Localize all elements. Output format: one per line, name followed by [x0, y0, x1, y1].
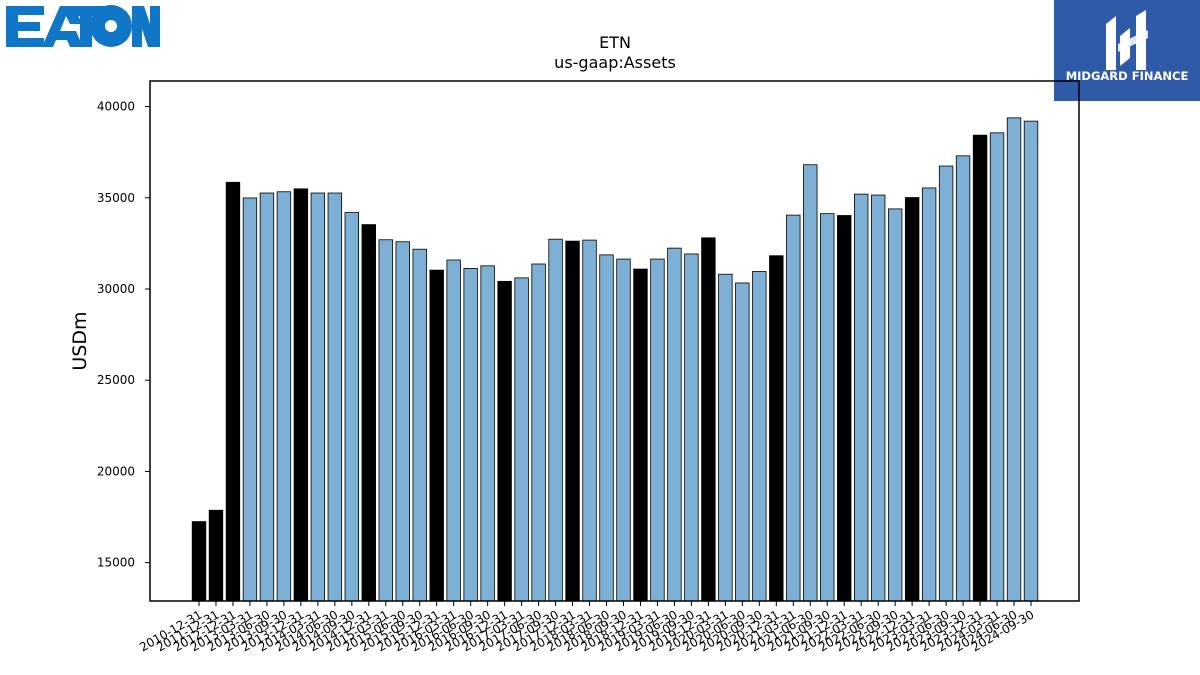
bar-2021-03-31	[786, 214, 801, 602]
bar-2019-06-30	[667, 247, 682, 602]
bar-2014-09-30	[344, 212, 359, 602]
bar-2019-03-31	[650, 258, 665, 602]
bar-2014-12-31	[361, 224, 376, 602]
bar-2023-03-31	[921, 187, 937, 602]
chart-subtitle: us-gaap:Assets	[554, 53, 676, 72]
bar-2020-12-31	[769, 255, 784, 602]
bar-2021-06-30	[803, 164, 818, 602]
bar-2019-09-30	[684, 253, 699, 602]
bar-2013-06-30	[259, 192, 275, 602]
bar-2020-09-30	[752, 271, 767, 602]
bar-2016-09-30	[480, 265, 495, 602]
bar-2014-06-30	[327, 192, 343, 602]
bar-2018-09-30	[616, 258, 631, 602]
plot-frame	[149, 80, 1080, 602]
bar-2021-09-30	[820, 213, 835, 602]
bar-2013-12-31	[293, 188, 309, 602]
bar-2016-06-30	[463, 267, 478, 602]
bar-2018-06-30	[599, 254, 614, 602]
eaton-logo	[4, 4, 160, 52]
chart-title: ETN	[599, 33, 631, 52]
bar-2022-12-31	[904, 197, 920, 602]
midgard-logo-text: MIDGARD FINANCE	[1066, 69, 1189, 83]
bar-2022-09-30	[887, 208, 903, 602]
bar-2010-12-31	[191, 521, 207, 602]
bar-2023-09-30	[955, 155, 971, 602]
y-tick-label: 35000	[97, 191, 135, 205]
bar-2023-06-30	[938, 165, 954, 602]
y-tick-label: 30000	[97, 282, 135, 296]
bars-group	[191, 117, 1039, 602]
bar-2024-09-30	[1023, 120, 1039, 602]
y-tick-label: 40000	[97, 100, 135, 114]
bar-2017-09-30	[548, 238, 563, 602]
bar-2017-03-31	[514, 277, 529, 602]
bar-2018-12-31	[633, 268, 648, 602]
bar-2011-12-31	[208, 509, 224, 602]
bar-2022-06-30	[870, 194, 886, 602]
bar-2022-03-31	[854, 193, 869, 602]
bar-2015-09-30	[412, 248, 427, 602]
y-tick-label: 25000	[97, 373, 135, 387]
midgard-finance-logo	[1054, 0, 1200, 101]
bar-2024-03-31	[989, 132, 1005, 602]
bar-2020-03-31	[718, 273, 733, 602]
bar-2013-09-30	[276, 191, 292, 602]
bar-2023-12-31	[972, 134, 988, 602]
bar-2015-06-30	[395, 241, 410, 602]
y-tick-label: 20000	[97, 464, 135, 478]
bar-2021-12-31	[837, 215, 852, 602]
bar-2016-03-31	[446, 259, 461, 602]
bar-2018-03-31	[582, 239, 597, 602]
y-tick-label: 15000	[97, 556, 135, 570]
bar-2016-12-31	[497, 280, 512, 602]
bar-2012-12-31	[225, 181, 241, 602]
bar-2020-06-30	[735, 282, 750, 602]
y-axis-ticks: 15000 20000 25000 30000 35000 40000	[97, 100, 150, 570]
bar-2017-06-30	[531, 263, 546, 602]
bar-2017-12-31	[565, 240, 580, 602]
y-axis-label: USDm	[69, 311, 91, 370]
bar-2013-03-31	[242, 197, 258, 602]
bar-2015-12-31	[429, 269, 444, 602]
x-axis-ticks: 2010-12-312011-12-312012-12-312013-03-31…	[137, 601, 1037, 654]
bar-2024-06-30	[1006, 117, 1022, 602]
bar-2014-03-31	[310, 192, 326, 602]
bar-2019-12-31	[701, 237, 716, 602]
bar-2015-03-31	[378, 239, 393, 602]
